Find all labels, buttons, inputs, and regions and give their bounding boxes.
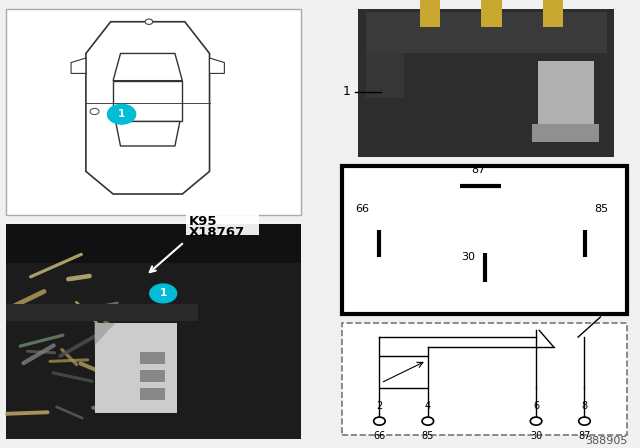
Bar [186,210,259,235]
Bar [380,356,428,388]
Bar [420,0,440,27]
Circle shape [422,417,434,425]
Text: 1: 1 [118,109,125,119]
Text: 66: 66 [373,431,385,441]
Circle shape [531,417,542,425]
Bar [532,124,599,142]
Text: 85: 85 [422,431,434,441]
Text: 1: 1 [159,289,167,298]
Text: 87: 87 [471,164,486,175]
Text: 388905: 388905 [585,436,627,446]
Bar [342,323,627,435]
Bar [358,9,614,157]
Text: 87: 87 [579,431,591,441]
Circle shape [90,108,99,115]
Text: 30: 30 [461,252,476,262]
Polygon shape [113,81,182,121]
Text: 2: 2 [376,401,383,411]
Text: 66: 66 [356,204,370,214]
Bar [140,352,164,364]
Bar [6,224,301,439]
Polygon shape [71,58,86,73]
Polygon shape [209,58,225,73]
Text: 30: 30 [530,431,542,441]
Bar [140,370,164,382]
Text: 85: 85 [595,204,609,214]
Text: 8: 8 [581,401,588,411]
Text: 6: 6 [533,401,539,411]
Bar [6,304,198,321]
Circle shape [150,284,177,303]
Text: K95: K95 [189,215,218,228]
Polygon shape [95,323,115,345]
Bar [6,224,301,263]
Bar [543,0,563,27]
Bar [366,53,404,98]
Text: 4: 4 [425,401,431,411]
Polygon shape [86,22,209,194]
Bar [538,61,594,127]
Bar [95,323,177,413]
Circle shape [145,19,153,25]
Text: 1: 1 [342,85,350,99]
Bar [6,9,301,215]
Circle shape [108,104,136,124]
Polygon shape [116,121,180,146]
Bar [140,388,164,400]
Polygon shape [113,53,182,81]
Bar [366,12,607,53]
Bar [342,166,627,314]
Circle shape [374,417,385,425]
Circle shape [579,417,590,425]
Text: X18767: X18767 [189,226,245,239]
Bar [481,0,502,27]
